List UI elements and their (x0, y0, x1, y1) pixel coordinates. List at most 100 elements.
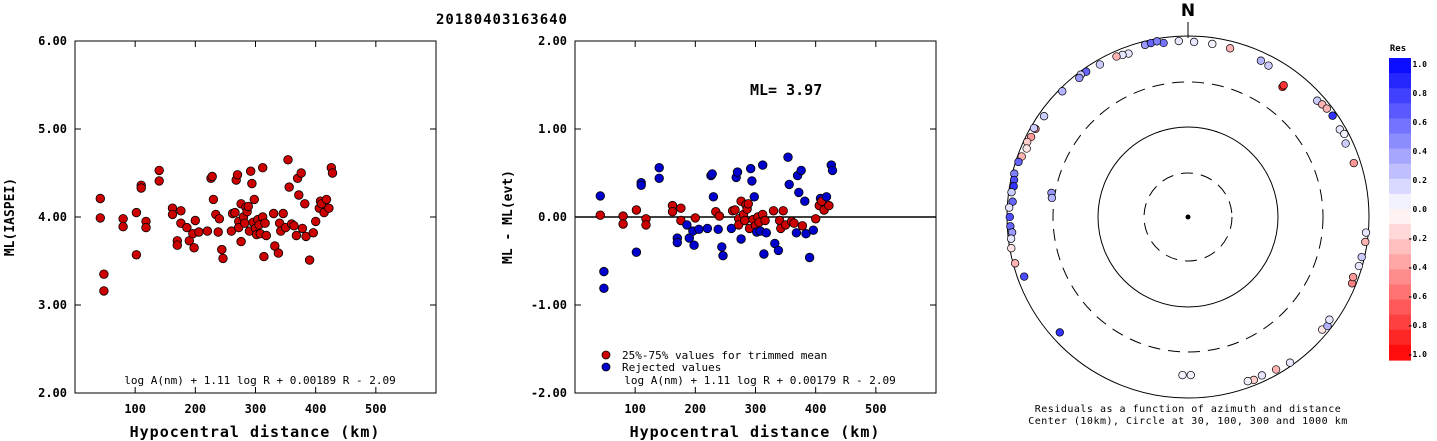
data-point (245, 166, 256, 176)
station-point (1257, 371, 1267, 380)
colorbar-tick-label: 0.0 (1413, 205, 1428, 214)
data-point (236, 236, 246, 247)
data-point (202, 226, 213, 236)
y-tick-label: 1.00 (538, 122, 567, 136)
station-points (1005, 36, 1371, 386)
data-point (308, 228, 319, 238)
station-point (1349, 158, 1358, 168)
data-point (676, 203, 686, 213)
colorbar-tick-label: -1.0 (1408, 350, 1427, 359)
formula-text: log A(nm) + 1.11 log R + 0.00179 R - 2.0… (624, 374, 896, 387)
data-point (249, 194, 260, 205)
colorbar-ticks: 1.0 0.8 0.6 0.4 0.2 0.0 -0.2 -0.4 -0.6 -0.8 -1.0 (1408, 60, 1427, 359)
station-point (1112, 52, 1121, 61)
x-axis-label: Hypocentral distance (km) (130, 423, 381, 441)
data-point (667, 206, 678, 217)
data-point (294, 190, 304, 200)
colorbar-cell (1389, 329, 1411, 346)
data-point (743, 199, 754, 209)
y-tick-label: 2.00 (38, 386, 67, 400)
data-point (273, 248, 284, 258)
colorbar-cells (1389, 58, 1411, 361)
data-point (654, 162, 664, 173)
data-point (172, 240, 183, 250)
station-point (1341, 139, 1350, 148)
data-point (95, 213, 106, 223)
data-point (190, 215, 201, 226)
station-point (1058, 87, 1067, 96)
data-point (311, 216, 321, 227)
axis-ticks: 100 200 300 400 500 -2.00 -1.00 0.00 1.00 2.00 (531, 34, 936, 416)
station-point (1075, 73, 1084, 83)
station-point (1005, 212, 1014, 222)
y-axis-label: ML - ML(evt) (501, 170, 516, 264)
station-point (1328, 111, 1337, 120)
data-point (327, 168, 338, 178)
epicenter-dot (1185, 214, 1191, 220)
station-point (1178, 370, 1187, 380)
data-point (131, 207, 142, 218)
station-point (1174, 36, 1183, 46)
data-points (95, 155, 338, 296)
data-point (732, 167, 743, 177)
data-point (796, 165, 806, 176)
legend-marker-trimmed (601, 350, 611, 360)
data-point (95, 193, 106, 204)
data-point (824, 200, 834, 211)
data-point (595, 191, 606, 201)
colorbar-cell (1389, 148, 1411, 165)
data-point (718, 250, 728, 261)
data-point (713, 224, 723, 235)
azimuth-residual-map: N Residuals as a function of azimuth and… (1005, 1, 1371, 427)
data-point (631, 205, 642, 215)
data-point (791, 228, 802, 238)
colorbar-cell (1389, 193, 1411, 210)
x-tick-label: 300 (745, 402, 767, 416)
colorbar-cell (1389, 178, 1411, 195)
data-point (714, 211, 725, 221)
station-point (1354, 261, 1364, 271)
ml-value-annotation: ML= 3.97 (750, 81, 822, 99)
station-point (1340, 129, 1349, 139)
data-point (808, 225, 819, 235)
data-point (167, 209, 178, 220)
data-point (595, 210, 606, 220)
data-point (654, 173, 664, 184)
colorbar-cell (1389, 239, 1411, 255)
data-point (230, 207, 240, 218)
data-point (736, 234, 746, 244)
colorbar-cell (1389, 299, 1411, 316)
data-point (218, 253, 228, 264)
ring-30km (1143, 172, 1233, 262)
data-point (827, 165, 838, 176)
station-point (1005, 203, 1014, 212)
data-point (599, 266, 609, 277)
y-axis-label: ML(IASPEI) (3, 178, 18, 256)
station-point (1279, 81, 1288, 90)
x-tick-label: 500 (865, 402, 887, 416)
formula-text: log A(nm) + 1.11 log R + 0.00189 R - 2.0… (124, 374, 396, 387)
data-point (284, 182, 294, 192)
data-point (682, 220, 692, 230)
station-point (1189, 37, 1199, 47)
colorbar-cell (1389, 284, 1411, 301)
colorbar-tick-label: -0.4 (1408, 263, 1427, 272)
station-point (1095, 60, 1105, 69)
colorbar-cell (1389, 133, 1411, 150)
x-tick-label: 100 (124, 402, 146, 416)
colorbar-tick-label: -0.2 (1408, 234, 1427, 243)
station-point (1152, 37, 1162, 46)
data-point (672, 237, 683, 248)
x-tick-label: 200 (184, 402, 206, 416)
data-point (131, 250, 142, 260)
data-point (258, 162, 268, 173)
station-point (1010, 259, 1020, 268)
map-caption-line2: Center (10km), Circle at 30, 100, 300 an… (1028, 416, 1348, 427)
data-point (702, 223, 713, 234)
data-point (689, 240, 699, 250)
data-points (595, 152, 838, 294)
data-point (141, 222, 151, 233)
data-point (636, 180, 646, 191)
colorbar-cell (1389, 269, 1411, 286)
data-point (631, 247, 642, 257)
